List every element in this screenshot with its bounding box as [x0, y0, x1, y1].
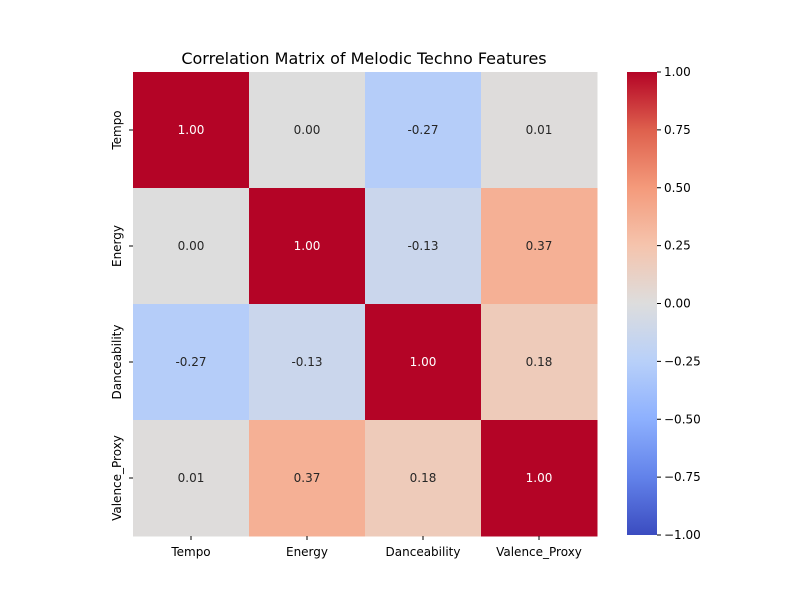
heatmap-cell — [249, 420, 366, 537]
cell-value-label: -0.13 — [291, 355, 322, 369]
y-tick-label: Energy — [110, 225, 124, 267]
heatmap-cell — [133, 188, 250, 305]
colorbar-tick-label: 0.00 — [664, 297, 691, 311]
cell-value-label: 0.18 — [526, 355, 553, 369]
cell-value-label: -0.27 — [407, 123, 438, 137]
heatmap-cell — [365, 188, 482, 305]
heatmap-cells: 1.00 0.00 -0.27 0.01 0.00 1.00 -0.13 0.37 -0.27 -… — [133, 72, 598, 537]
cell-value-label: 1.00 — [526, 471, 553, 485]
heatmap-cell — [249, 188, 366, 305]
heatmap-cell — [481, 420, 598, 537]
heatmap-cell — [481, 304, 598, 421]
x-axis-ticks: Tempo Energy Danceability Valence_Proxy — [170, 536, 582, 559]
cell-value-label: 0.18 — [410, 471, 437, 485]
heatmap-cell — [365, 420, 482, 537]
chart-title: Correlation Matrix of Melodic Techno Fea… — [181, 49, 546, 68]
x-tick-label: Valence_Proxy — [496, 545, 582, 559]
cell-value-label: 1.00 — [178, 123, 205, 137]
heatmap-cell — [133, 420, 250, 537]
colorbar-tick-label: 0.25 — [664, 239, 691, 253]
colorbar-tick-label: 1.00 — [664, 65, 691, 79]
colorbar-tick-label: 0.75 — [664, 123, 691, 137]
cell-value-label: 0.37 — [526, 239, 553, 253]
y-axis-ticks: Tempo Energy Danceability Valence_Proxy — [110, 110, 133, 521]
colorbar-tick-label: −1.00 — [664, 528, 701, 542]
heatmap-cell — [249, 304, 366, 421]
cell-value-label: -0.13 — [407, 239, 438, 253]
cell-value-label: 0.01 — [178, 471, 205, 485]
heatmap-cell — [365, 304, 482, 421]
heatmap-cell — [133, 72, 250, 189]
heatmap-cell — [365, 72, 482, 189]
y-tick-label: Tempo — [110, 110, 124, 150]
cell-value-label: -0.27 — [175, 355, 206, 369]
cell-value-label: 0.00 — [178, 239, 205, 253]
colorbar-tick-label: −0.75 — [664, 470, 701, 484]
x-tick-label: Energy — [286, 545, 328, 559]
cell-value-label: 0.01 — [526, 123, 553, 137]
colorbar: 1.00 0.75 0.50 0.25 0.00 −0.25 −0.50 −0.75 −1.00 — [627, 65, 701, 542]
cell-value-label: 1.00 — [410, 355, 437, 369]
heatmap-cell — [481, 72, 598, 189]
cell-value-label: 1.00 — [294, 239, 321, 253]
colorbar-tick-label: −0.50 — [664, 412, 701, 426]
heatmap-cell — [133, 304, 250, 421]
heatmap-cell — [249, 72, 366, 189]
x-tick-label: Danceability — [386, 545, 461, 559]
y-tick-label: Valence_Proxy — [110, 435, 124, 521]
x-tick-label: Tempo — [170, 545, 210, 559]
cell-value-label: 0.00 — [294, 123, 321, 137]
cell-value-label: 0.37 — [294, 471, 321, 485]
heatmap-cell — [481, 188, 598, 305]
colorbar-tick-label: −0.25 — [664, 354, 701, 368]
colorbar-tick-label: 0.50 — [664, 181, 691, 195]
colorbar-gradient — [627, 72, 657, 535]
y-tick-label: Danceability — [110, 325, 124, 400]
